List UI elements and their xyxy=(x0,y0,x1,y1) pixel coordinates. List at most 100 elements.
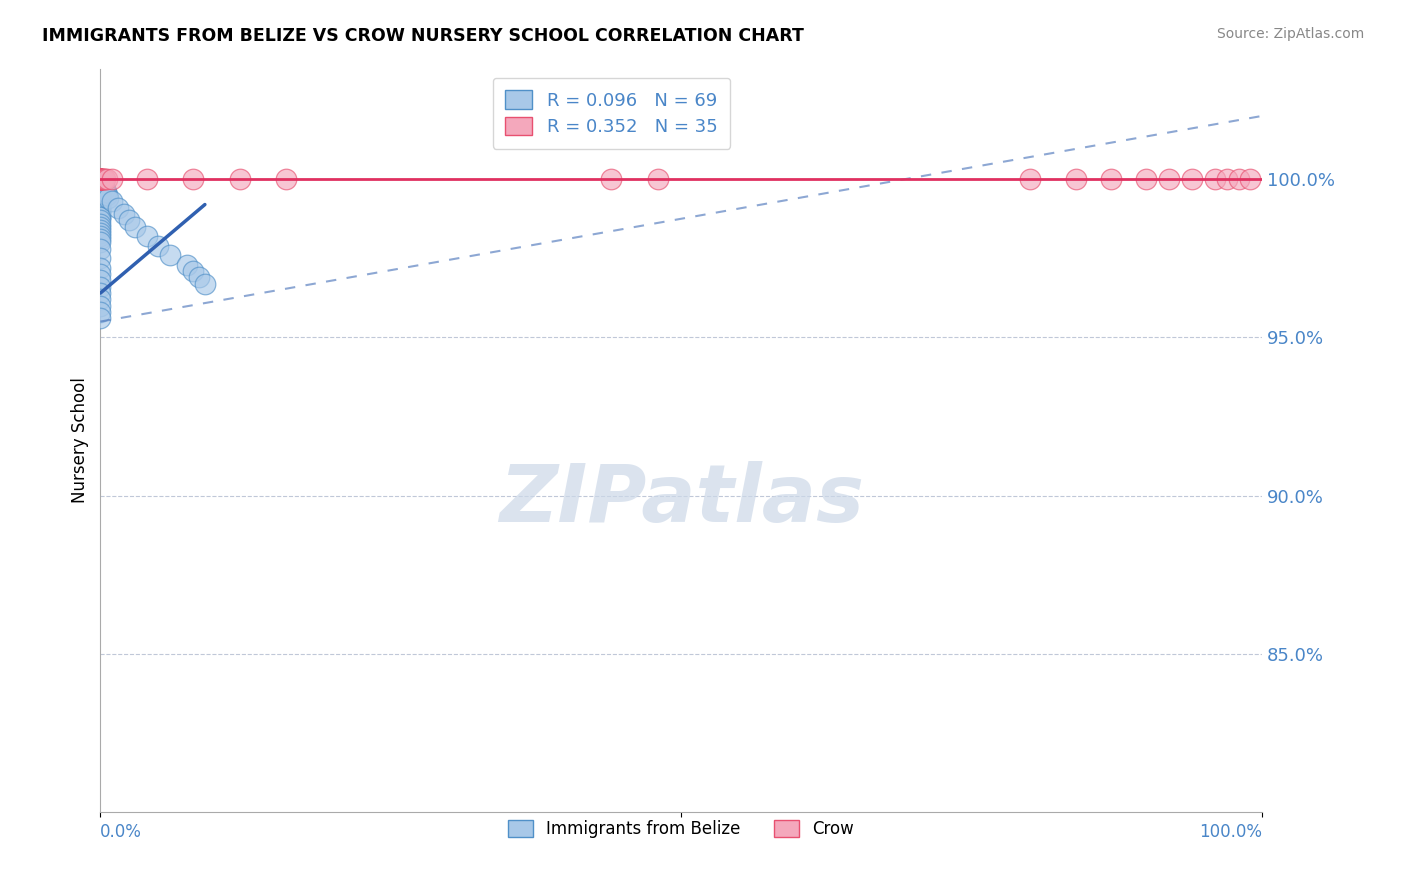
Point xyxy=(89,172,111,186)
Point xyxy=(1239,172,1261,186)
Point xyxy=(89,280,111,294)
Point xyxy=(89,235,111,250)
Point xyxy=(89,172,111,186)
Point xyxy=(1099,172,1122,186)
Point xyxy=(89,182,111,196)
Text: 100.0%: 100.0% xyxy=(1199,823,1263,841)
Point xyxy=(118,213,141,227)
Text: 0.0%: 0.0% xyxy=(100,823,142,841)
Point xyxy=(101,194,124,209)
Point xyxy=(89,172,111,186)
Point xyxy=(89,178,111,193)
Point xyxy=(89,191,111,205)
Point xyxy=(89,172,111,186)
Point xyxy=(89,311,111,326)
Point xyxy=(89,178,111,193)
Point xyxy=(96,172,118,186)
Point xyxy=(1135,172,1157,186)
Point xyxy=(89,185,111,199)
Point xyxy=(1018,172,1040,186)
Point xyxy=(89,207,111,221)
Point xyxy=(94,172,117,186)
Point xyxy=(89,201,111,215)
Point xyxy=(91,175,114,189)
Point xyxy=(89,194,111,209)
Point xyxy=(188,270,211,285)
Point xyxy=(89,172,111,186)
Point xyxy=(89,175,111,189)
Point xyxy=(96,188,118,202)
Point xyxy=(89,197,111,211)
Point xyxy=(89,182,111,196)
Point xyxy=(96,185,118,199)
Point xyxy=(647,172,669,186)
Point xyxy=(90,172,112,186)
Point xyxy=(276,172,298,186)
Point xyxy=(148,238,170,252)
Point xyxy=(89,172,111,186)
Point xyxy=(89,210,111,224)
Point xyxy=(89,172,111,186)
Point xyxy=(181,172,204,186)
Point xyxy=(194,277,217,291)
Point xyxy=(112,207,135,221)
Point xyxy=(600,172,623,186)
Point xyxy=(91,172,114,186)
Point xyxy=(89,210,111,224)
Point xyxy=(91,178,114,193)
Point xyxy=(89,175,111,189)
Point xyxy=(181,264,204,278)
Point xyxy=(89,194,111,209)
Point xyxy=(89,194,111,209)
Point xyxy=(89,286,111,301)
Point xyxy=(89,223,111,237)
Point xyxy=(89,188,111,202)
Point xyxy=(93,178,115,193)
Point xyxy=(176,258,198,272)
Point xyxy=(135,172,157,186)
Point xyxy=(135,229,157,244)
Point xyxy=(89,172,111,186)
Point xyxy=(89,242,111,256)
Point xyxy=(89,203,111,218)
Point xyxy=(89,267,111,281)
Y-axis label: Nursery School: Nursery School xyxy=(72,377,89,503)
Point xyxy=(1204,172,1226,186)
Point xyxy=(89,172,111,186)
Point xyxy=(89,197,111,211)
Point xyxy=(89,175,111,189)
Point xyxy=(124,219,146,234)
Text: IMMIGRANTS FROM BELIZE VS CROW NURSERY SCHOOL CORRELATION CHART: IMMIGRANTS FROM BELIZE VS CROW NURSERY S… xyxy=(42,27,804,45)
Point xyxy=(1227,172,1250,186)
Legend: Immigrants from Belize, Crow: Immigrants from Belize, Crow xyxy=(502,813,860,845)
Point xyxy=(89,229,111,244)
Point xyxy=(1181,172,1204,186)
Point xyxy=(89,232,111,246)
Point xyxy=(89,226,111,240)
Point xyxy=(89,203,111,218)
Point xyxy=(1157,172,1180,186)
Point xyxy=(89,172,111,186)
Point xyxy=(93,172,115,186)
Point xyxy=(89,201,111,215)
Point xyxy=(89,252,111,266)
Point xyxy=(89,213,111,227)
Point xyxy=(89,172,111,186)
Point xyxy=(89,299,111,313)
Point xyxy=(89,305,111,319)
Point xyxy=(89,188,111,202)
Point xyxy=(89,172,111,186)
Point xyxy=(89,273,111,287)
Point xyxy=(89,191,111,205)
Point xyxy=(89,178,111,193)
Point xyxy=(89,182,111,196)
Point xyxy=(229,172,252,186)
Point xyxy=(159,248,181,262)
Point xyxy=(89,219,111,234)
Point xyxy=(89,217,111,231)
Text: ZIPatlas: ZIPatlas xyxy=(499,460,863,539)
Point xyxy=(1064,172,1087,186)
Point xyxy=(89,185,111,199)
Text: Source: ZipAtlas.com: Source: ZipAtlas.com xyxy=(1216,27,1364,41)
Point xyxy=(89,172,111,186)
